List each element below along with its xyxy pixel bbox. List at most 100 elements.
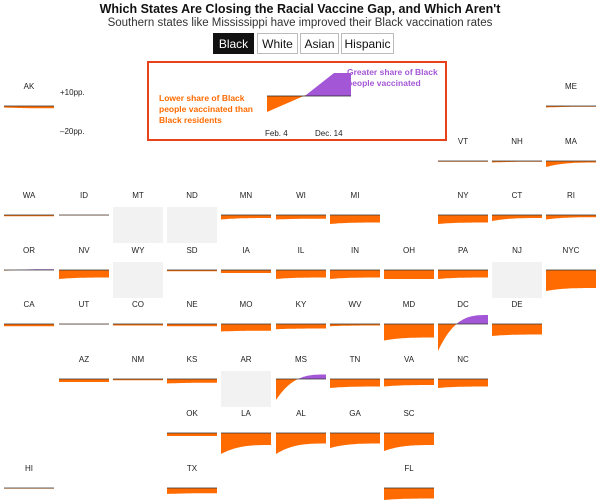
area-negative-nc	[438, 379, 488, 388]
state-label-ca: CA	[23, 300, 35, 309]
state-label-mi: MI	[350, 191, 360, 200]
state-label-ut: UT	[78, 300, 90, 309]
tab-hispanic[interactable]: Hispanic	[341, 33, 394, 54]
state-label-la: LA	[241, 409, 251, 418]
area-negative-nv	[59, 270, 109, 279]
page-subtitle: Southern states like Mississippi have im…	[107, 17, 493, 29]
state-label-co: CO	[132, 300, 144, 309]
no-data-tile-ar	[221, 371, 271, 407]
area-negative-ga	[330, 433, 380, 448]
state-label-md: MD	[402, 300, 416, 309]
area-negative-ks	[167, 379, 217, 384]
state-label-ak: AK	[23, 82, 35, 91]
state-label-mo: MO	[239, 300, 253, 309]
state-label-tn: TN	[349, 355, 361, 364]
area-negative-la	[221, 433, 271, 454]
state-label-sc: SC	[403, 409, 415, 418]
state-label-nd: ND	[186, 191, 198, 200]
legend-date-end: Dec. 14	[315, 129, 343, 138]
state-label-ky: KY	[295, 300, 307, 309]
state-label-wv: WV	[348, 300, 362, 309]
page-title: Which States Are Closing the Racial Vacc…	[99, 2, 501, 16]
area-negative-il	[276, 270, 326, 279]
no-data-tile-nj	[492, 262, 542, 298]
state-label-oh: OH	[403, 246, 415, 255]
no-data-tile-nd	[167, 207, 217, 243]
state-label-id: ID	[80, 191, 88, 200]
area-negative-ms	[276, 379, 326, 400]
state-label-de: DE	[511, 300, 523, 309]
legend-date-start: Feb. 4	[265, 129, 288, 138]
scale-top-label: +10pp.	[60, 88, 85, 97]
state-label-ia: IA	[242, 246, 250, 255]
legend-positive-label: Greater share of Black people vaccinated	[347, 67, 438, 88]
state-label-az: AZ	[78, 355, 90, 364]
tab-black[interactable]: Black	[213, 33, 254, 54]
state-label-fl: FL	[404, 464, 414, 473]
state-label-vt: VT	[457, 137, 469, 146]
state-label-hi: HI	[25, 464, 33, 473]
area-negative-fl	[384, 488, 434, 500]
state-label-ri: RI	[567, 191, 575, 200]
area-negative-ny	[438, 215, 488, 224]
legend-example-chart	[267, 73, 351, 112]
legend-box: Lower share of Black people vaccinated t…	[147, 61, 447, 141]
state-label-al: AL	[296, 409, 306, 418]
state-label-mn: MN	[239, 191, 253, 200]
area-negative-mo	[221, 324, 271, 332]
area-negative-ia	[221, 270, 271, 273]
area-negative-nyc	[546, 270, 596, 291]
state-label-nv: NV	[78, 246, 90, 255]
state-label-ma: MA	[565, 137, 577, 146]
state-label-sd: SD	[186, 246, 198, 255]
area-positive-ms	[276, 374, 326, 379]
area-negative-ak	[4, 106, 54, 109]
area-negative-ky	[276, 324, 326, 330]
state-label-nj: NJ	[512, 246, 522, 255]
state-label-tx: TX	[186, 464, 198, 473]
state-label-me: ME	[565, 82, 577, 91]
state-label-wi: WI	[296, 191, 306, 200]
area-negative-pa	[438, 270, 488, 279]
tab-asian[interactable]: Asian	[300, 33, 339, 54]
area-negative-ok	[167, 433, 217, 436]
area-negative-dc	[438, 324, 488, 351]
area-negative-wv	[330, 324, 380, 327]
area-positive-dc	[438, 315, 488, 324]
tab-white[interactable]: White	[257, 33, 298, 54]
state-label-ar: AR	[240, 355, 252, 364]
state-label-nh: NH	[511, 137, 523, 146]
area-negative-de	[492, 324, 542, 336]
state-label-ne: NE	[186, 300, 198, 309]
state-label-ks: KS	[186, 355, 198, 364]
state-label-pa: PA	[457, 246, 469, 255]
state-label-mt: MT	[132, 191, 144, 200]
no-data-tile-mt	[113, 207, 163, 243]
area-negative-tn	[330, 379, 380, 388]
area-negative-mn	[221, 215, 271, 220]
state-label-dc: DC	[457, 300, 469, 309]
legend-negative-label: Lower share of Black people vaccinated t…	[159, 93, 253, 125]
area-negative-in	[330, 270, 380, 279]
legend-positive-area	[306, 73, 351, 96]
area-negative-va	[384, 379, 434, 387]
area-negative-md	[384, 324, 434, 341]
state-label-wa: WA	[22, 191, 36, 200]
state-label-va: VA	[403, 355, 415, 364]
area-negative-sc	[384, 433, 434, 451]
area-negative-ri	[546, 215, 596, 220]
area-negative-ne	[167, 324, 217, 327]
scale-bottom-label: –20pp.	[60, 127, 85, 136]
area-negative-wi	[276, 215, 326, 220]
state-label-nm: NM	[131, 355, 145, 364]
area-negative-ma	[546, 161, 596, 167]
area-negative-oh	[384, 270, 434, 279]
state-label-il: IL	[297, 246, 305, 255]
area-negative-mi	[330, 215, 380, 224]
area-negative-tx	[167, 488, 217, 494]
state-label-ct: CT	[511, 191, 523, 200]
area-negative-al	[276, 433, 326, 454]
state-label-ms: MS	[295, 355, 307, 364]
state-label-or: OR	[23, 246, 35, 255]
